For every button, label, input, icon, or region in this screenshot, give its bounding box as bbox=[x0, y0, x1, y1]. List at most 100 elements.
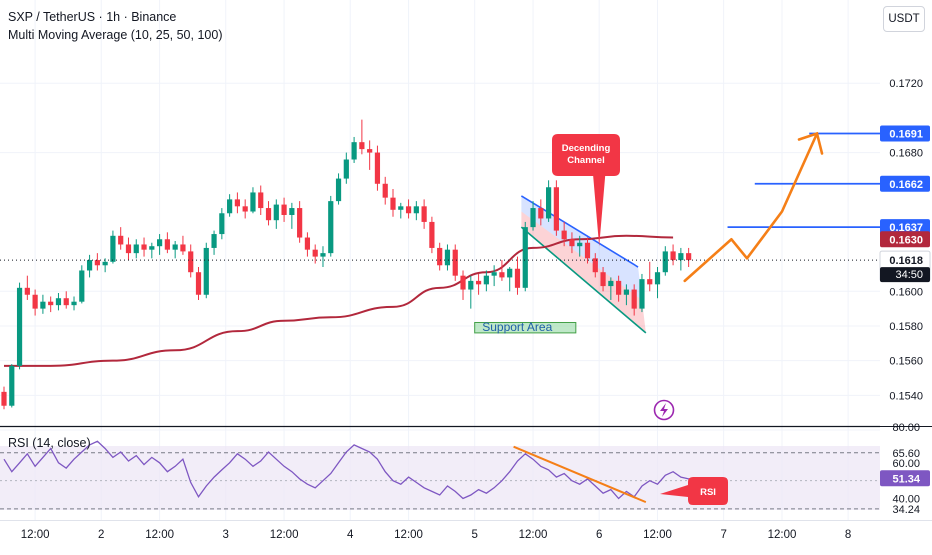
rsi-title: RSI (14, close) bbox=[8, 436, 91, 450]
price-axis[interactable]: 0.17200.16800.16000.15800.15600.15400.15… bbox=[880, 0, 932, 437]
price-badge bbox=[880, 125, 930, 142]
support-area-label: Support Area bbox=[482, 320, 552, 334]
candle-body bbox=[507, 268, 513, 278]
candle-body bbox=[94, 260, 100, 266]
candle-body bbox=[320, 253, 326, 257]
candle-body bbox=[429, 221, 435, 248]
candle-body bbox=[522, 227, 528, 288]
time-tick-label: 8 bbox=[845, 529, 851, 541]
candle-body bbox=[102, 261, 108, 266]
candle-body bbox=[242, 206, 248, 212]
price-tick-label: 0.1720 bbox=[889, 78, 923, 90]
candle-body bbox=[32, 294, 38, 309]
currency-button[interactable]: USDT bbox=[883, 6, 925, 32]
candle-body bbox=[48, 301, 54, 306]
candle-body bbox=[24, 287, 30, 295]
rsi-tick-label: 34.24 bbox=[892, 504, 920, 516]
price-label-target: 0.1637 bbox=[880, 219, 930, 236]
candle-body bbox=[157, 239, 163, 247]
indicator-label[interactable]: Multi Moving Average (10, 25, 50, 100) bbox=[8, 28, 223, 42]
candle-body bbox=[367, 149, 373, 153]
candle-body bbox=[118, 235, 124, 245]
time-tick-label: 12:00 bbox=[643, 529, 672, 541]
candle-body bbox=[219, 213, 225, 235]
candle-body bbox=[421, 206, 427, 222]
price-badge-text: 0.1691 bbox=[889, 128, 923, 140]
rsi-tick-label: 65.60 bbox=[892, 448, 920, 460]
price-label-target: 0.1691 bbox=[880, 125, 930, 142]
candle-body bbox=[297, 208, 303, 238]
target-levels bbox=[727, 132, 880, 229]
candle-body bbox=[312, 249, 318, 257]
rsi-tick-label: 80.00 bbox=[892, 422, 920, 434]
candle-body bbox=[149, 246, 155, 250]
candle-body bbox=[390, 197, 396, 210]
candle-body bbox=[460, 275, 466, 290]
candle-body bbox=[647, 279, 653, 285]
candle-body bbox=[662, 251, 668, 273]
candle-body bbox=[608, 280, 614, 287]
candle-body bbox=[561, 230, 567, 240]
rsi-band bbox=[0, 446, 880, 510]
rsi-current-text: 51.34 bbox=[892, 473, 920, 485]
candle-body bbox=[211, 234, 217, 248]
candle-body bbox=[670, 251, 676, 261]
candle-body bbox=[530, 208, 536, 228]
channel-callout[interactable]: Decending Channel bbox=[552, 134, 620, 247]
time-axis[interactable]: 12:00 2 12:00 3 12:00 4 12:00 5 12:00 6 12:00 7 12:0… bbox=[0, 520, 932, 550]
support-area[interactable]: Support Area bbox=[474, 320, 577, 334]
price-tick-label: 0.1580 bbox=[889, 321, 923, 333]
candle-body bbox=[678, 253, 684, 261]
rsi-levels bbox=[0, 452, 880, 510]
countdown-text: 34:50 bbox=[895, 269, 923, 281]
candle-body bbox=[281, 204, 287, 215]
rsi-divergence-line bbox=[513, 445, 647, 504]
price-badge-text: 0.1662 bbox=[889, 179, 923, 191]
candle-body bbox=[86, 260, 93, 271]
time-axis-bg bbox=[0, 520, 932, 550]
candle-body bbox=[405, 206, 412, 214]
candle-body bbox=[577, 242, 583, 247]
price-label-ma: 0.1630 bbox=[880, 231, 930, 248]
time-tick-label: 4 bbox=[347, 529, 354, 541]
time-tick-label: 12:00 bbox=[21, 529, 50, 541]
candle-body bbox=[592, 258, 598, 273]
candle-body bbox=[654, 272, 661, 285]
candle-body bbox=[398, 206, 404, 210]
candle-body bbox=[686, 253, 692, 261]
candle-body bbox=[273, 204, 279, 221]
channel-upper-fill bbox=[521, 195, 642, 300]
time-tick-label: 12:00 bbox=[519, 529, 548, 541]
time-tick-label: 6 bbox=[596, 529, 602, 541]
candle-body bbox=[71, 301, 77, 306]
candle-body bbox=[616, 280, 622, 295]
candle-body bbox=[1, 391, 7, 406]
price-badge bbox=[880, 219, 930, 236]
candle-body bbox=[79, 270, 85, 302]
candle-body bbox=[250, 192, 256, 212]
candle-body bbox=[437, 247, 443, 266]
time-tick-label: 2 bbox=[98, 529, 104, 541]
candle-body bbox=[491, 272, 497, 276]
time-tick-label: 12:00 bbox=[270, 529, 299, 541]
candle-body bbox=[584, 242, 591, 259]
price-label-target: 0.1662 bbox=[880, 175, 930, 192]
candle-body bbox=[631, 289, 637, 309]
candle-body bbox=[475, 280, 482, 285]
candle-body bbox=[63, 298, 69, 306]
lightning-icon[interactable] bbox=[653, 399, 675, 421]
projection-arrow[interactable] bbox=[683, 131, 824, 283]
candle-body bbox=[569, 239, 575, 247]
candle-body bbox=[600, 272, 606, 287]
candle-body bbox=[546, 187, 552, 219]
countdown-badge bbox=[880, 267, 930, 283]
candle-body bbox=[452, 249, 458, 276]
rsi-callout[interactable]: RSI bbox=[660, 477, 728, 505]
candle-body bbox=[55, 298, 62, 306]
rsi-tick-label: 40.00 bbox=[892, 494, 920, 506]
candle-body bbox=[164, 239, 170, 250]
